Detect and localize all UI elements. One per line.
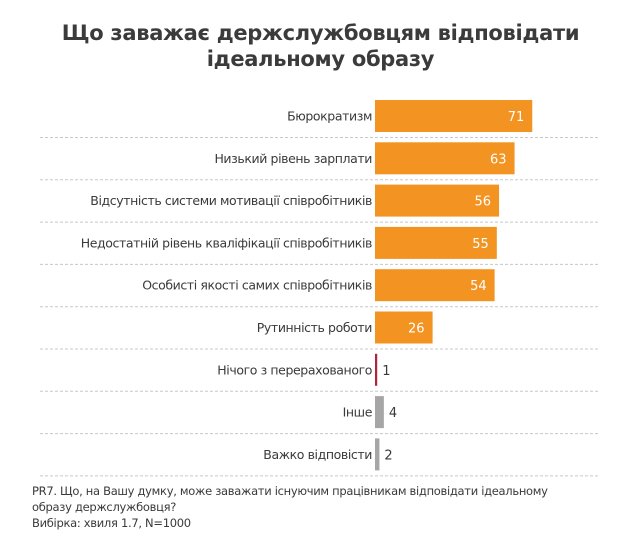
value-label: 63: [490, 152, 507, 167]
bar-chart: Бюрократизм 71 Низький рівень зарплати 63 Ві…: [40, 100, 600, 477]
bar: [375, 142, 515, 175]
footnote: PR7. Що, на Вашу думку, може заважати іс…: [32, 483, 612, 531]
footnote-sample: Вибірка: хвиля 1.7, N=1000: [32, 516, 191, 530]
bar-row: Недостатній рівень кваліфікації співробі…: [81, 226, 497, 259]
bar: [375, 100, 533, 132]
value-label: 71: [508, 110, 525, 125]
bar-row: Нічого з перерахованого 1: [217, 353, 390, 386]
bar-row: Рутинність роботи 26: [257, 311, 433, 344]
chart-title: Що заважає держслужбовцям відповідати ід…: [0, 20, 641, 72]
bar-row: Особисті якості самих співробітників 54: [142, 269, 495, 302]
value-label: 54: [470, 279, 487, 294]
category-label: Відсутність системи мотивації співробітн…: [90, 193, 372, 208]
value-label: 26: [408, 322, 425, 337]
footnote-question-line-1: PR7. Що, на Вашу думку, може заважати іс…: [32, 484, 548, 498]
bar-row: Бюрократизм 71: [287, 100, 533, 132]
bar: [375, 269, 495, 302]
category-label: Рутинність роботи: [257, 320, 372, 335]
footnote-question-line-2: образу держслужбовця?: [32, 500, 177, 514]
category-label: Недостатній рівень кваліфікації співробі…: [81, 235, 372, 250]
value-label: 56: [474, 195, 491, 210]
bar-row: Низький рівень зарплати 63: [214, 142, 515, 175]
bar: [375, 184, 500, 217]
bar: [375, 311, 433, 344]
bar-row: Важко відповісти 2: [263, 438, 393, 471]
bar: [375, 396, 384, 429]
category-label: Інше: [343, 405, 373, 420]
category-label: Бюрократизм: [287, 109, 372, 124]
value-label: 4: [389, 406, 397, 421]
bar-row: Інше 4: [343, 396, 397, 429]
value-label: 55: [472, 237, 489, 252]
bar: [375, 353, 378, 386]
category-label: Нічого з перерахованого: [217, 362, 372, 377]
chart-title-line-2: ідеальному образу: [206, 47, 435, 71]
bar: [375, 438, 380, 471]
category-label: Низький рівень зарплати: [214, 151, 372, 166]
value-label: 2: [384, 448, 392, 463]
category-label: Важко відповісти: [263, 447, 372, 462]
category-label: Особисті якості самих співробітників: [142, 278, 372, 293]
bar: [375, 226, 497, 259]
chart-title-line-1: Що заважає держслужбовцям відповідати: [61, 21, 580, 45]
bar-row: Відсутність системи мотивації співробітн…: [90, 184, 500, 217]
value-label: 1: [382, 364, 390, 379]
